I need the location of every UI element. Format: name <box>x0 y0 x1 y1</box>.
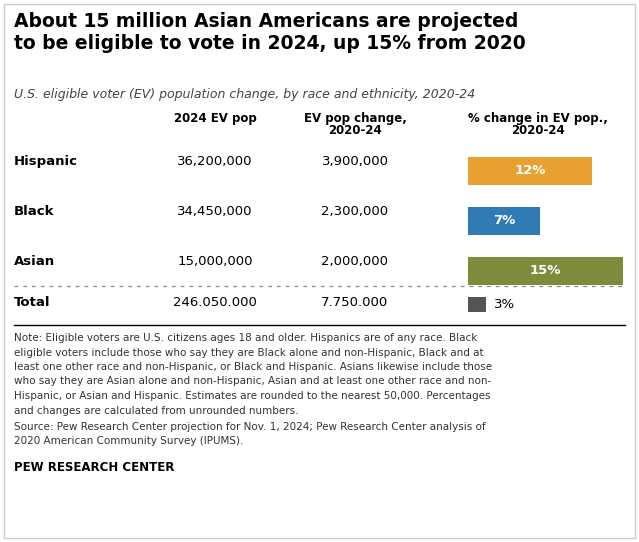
Text: 15,000,000: 15,000,000 <box>177 255 253 268</box>
Text: Note: Eligible voters are U.S. citizens ages 18 and older. Hispanics are of any : Note: Eligible voters are U.S. citizens … <box>14 333 477 343</box>
Text: and changes are calculated from unrounded numbers.: and changes are calculated from unrounde… <box>14 405 298 416</box>
Text: Asian: Asian <box>14 255 55 268</box>
Text: 3%: 3% <box>494 298 515 311</box>
Text: 2024 EV pop: 2024 EV pop <box>174 112 256 125</box>
Text: Black: Black <box>14 205 54 218</box>
FancyBboxPatch shape <box>468 257 623 285</box>
Text: EV pop change,: EV pop change, <box>304 112 406 125</box>
Text: 2,000,000: 2,000,000 <box>321 255 389 268</box>
Text: 7.750.000: 7.750.000 <box>321 296 389 309</box>
Text: 2020-24: 2020-24 <box>328 124 382 137</box>
Text: 34,450,000: 34,450,000 <box>177 205 253 218</box>
Text: 2020-24: 2020-24 <box>511 124 565 137</box>
Text: Hispanic, or Asian and Hispanic. Estimates are rounded to the nearest 50,000. Pe: Hispanic, or Asian and Hispanic. Estimat… <box>14 391 491 401</box>
Text: who say they are Asian alone and non-Hispanic, Asian and at least one other race: who say they are Asian alone and non-His… <box>14 377 491 386</box>
Text: PEW RESEARCH CENTER: PEW RESEARCH CENTER <box>14 461 174 474</box>
Text: Hispanic: Hispanic <box>14 155 78 168</box>
Text: eligible voters include those who say they are Black alone and non-Hispanic, Bla: eligible voters include those who say th… <box>14 347 484 358</box>
Text: About 15 million Asian Americans are projected
to be eligible to vote in 2024, u: About 15 million Asian Americans are pro… <box>14 12 526 53</box>
FancyBboxPatch shape <box>468 157 592 185</box>
Text: Source: Pew Research Center projection for Nov. 1, 2024; Pew Research Center ana: Source: Pew Research Center projection f… <box>14 422 486 432</box>
Text: 36,200,000: 36,200,000 <box>177 155 253 168</box>
FancyBboxPatch shape <box>468 297 486 312</box>
Text: Total: Total <box>14 296 50 309</box>
Text: 2,300,000: 2,300,000 <box>321 205 389 218</box>
FancyBboxPatch shape <box>468 207 541 235</box>
Text: % change in EV pop.,: % change in EV pop., <box>468 112 608 125</box>
Text: least one other race and non-Hispanic, or Black and Hispanic. Asians likewise in: least one other race and non-Hispanic, o… <box>14 362 492 372</box>
Text: 12%: 12% <box>514 165 546 177</box>
Text: 3,900,000: 3,900,000 <box>321 155 389 168</box>
Text: 2020 American Community Survey (IPUMS).: 2020 American Community Survey (IPUMS). <box>14 436 243 447</box>
Text: 15%: 15% <box>530 264 561 278</box>
Text: U.S. eligible voter (EV) population change, by race and ethnicity, 2020-24: U.S. eligible voter (EV) population chan… <box>14 88 475 101</box>
Text: 7%: 7% <box>493 215 515 228</box>
Text: 246.050.000: 246.050.000 <box>173 296 257 309</box>
